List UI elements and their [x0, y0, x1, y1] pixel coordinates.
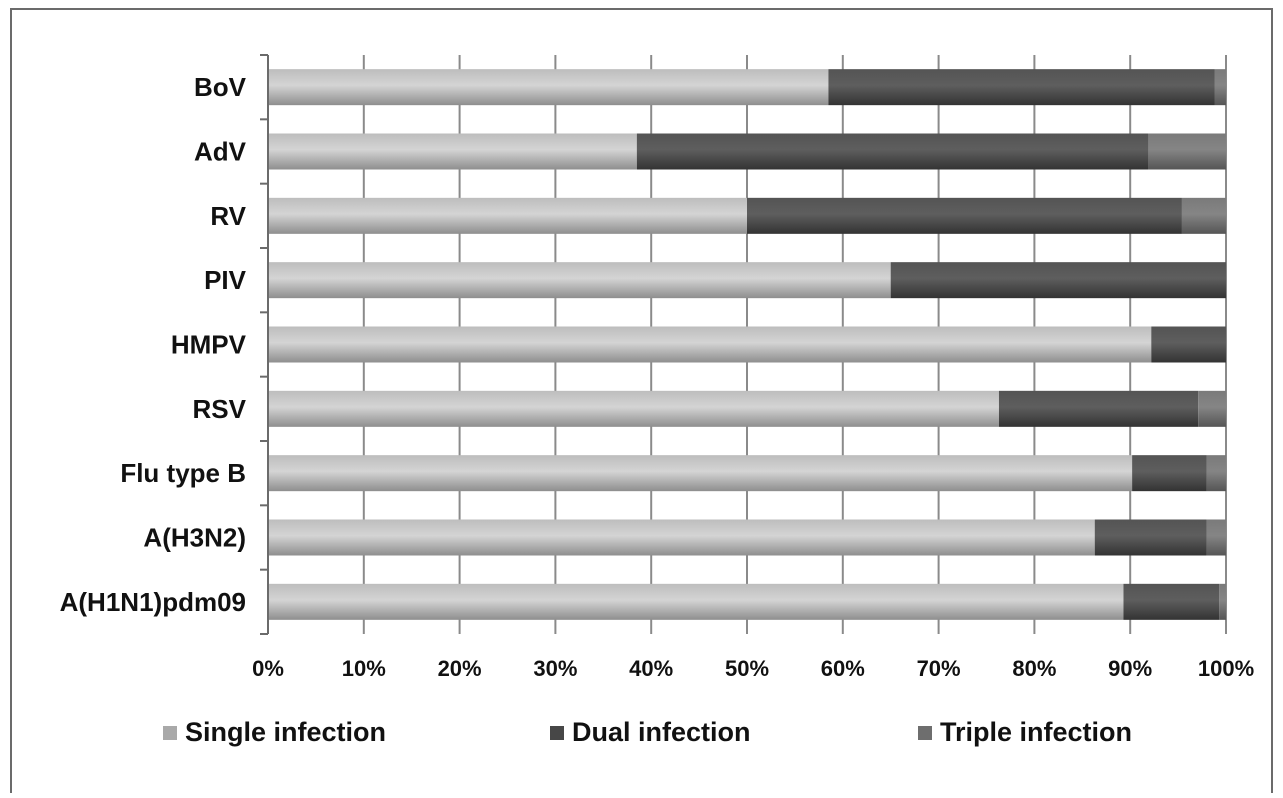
bars [268, 69, 1226, 620]
bar-single-infection-adv [268, 133, 637, 170]
bar-dual-infection-a-h1n1-pdm09 [1123, 583, 1220, 620]
x-tick-labels: 0% 10% 20% 30% 40% 50% 60% 70% 80% 90% 100% [252, 656, 1254, 681]
legend-item-single-infection: Single infection [163, 717, 386, 747]
legend-label: Single infection [185, 717, 386, 747]
legend: Single infection Dual infection Triple inf… [163, 717, 1132, 747]
legend-item-triple-infection: Triple infection [918, 717, 1132, 747]
category-label-a-h3n2: A(H3N2) [143, 523, 246, 553]
bar-single-infection-hmpv [268, 326, 1152, 363]
bar-triple-infection-rsv [1198, 390, 1226, 427]
x-tick-label: 60% [821, 656, 865, 681]
x-tick-label: 30% [533, 656, 577, 681]
bar-single-infection-rv [268, 197, 747, 234]
bar-single-infection-rsv [268, 390, 999, 427]
legend-label: Dual infection [572, 717, 751, 747]
bar-single-infection-a-h3n2 [268, 519, 1095, 556]
bar-dual-infection-flu-type-b [1132, 455, 1207, 492]
bar-triple-infection-bov [1214, 69, 1226, 106]
category-label-bov: BoV [194, 72, 247, 102]
bar-dual-infection-adv [636, 133, 1149, 170]
category-label-a-h1n1-pdm09: A(H1N1)pdm09 [60, 587, 246, 617]
legend-swatch [918, 726, 932, 740]
bar-dual-infection-a-h3n2 [1094, 519, 1207, 556]
category-label-adv: AdV [194, 137, 247, 167]
legend-swatch [550, 726, 564, 740]
bar-triple-infection-flu-type-b [1206, 455, 1226, 492]
x-tick-label: 80% [1012, 656, 1056, 681]
category-label-rv: RV [210, 201, 246, 231]
x-tick-label: 10% [342, 656, 386, 681]
axes [260, 54, 269, 635]
bar-dual-infection-hmpv [1151, 326, 1226, 363]
legend-item-dual-infection: Dual infection [550, 717, 751, 747]
category-labels: BoV AdV RV PIV HMPV RSV Flu type B A(H3N2) A(H1N… [60, 72, 247, 617]
category-label-rsv: RSV [193, 394, 247, 424]
bar-dual-infection-bov [828, 69, 1215, 106]
bar-dual-infection-rv [747, 197, 1182, 234]
category-label-piv: PIV [204, 265, 247, 295]
bar-single-infection-a-h1n1-pdm09 [268, 583, 1124, 620]
bar-triple-infection-adv [1148, 133, 1226, 170]
bar-triple-infection-a-h1n1-pdm09 [1219, 583, 1226, 620]
category-label-hmpv: HMPV [171, 330, 247, 360]
category-label-flu-type-b: Flu type B [120, 458, 246, 488]
bar-dual-infection-rsv [998, 390, 1199, 427]
x-tick-label: 40% [629, 656, 673, 681]
bar-triple-infection-rv [1181, 197, 1226, 234]
x-tick-label: 100% [1198, 656, 1254, 681]
x-tick-label: 20% [438, 656, 482, 681]
bar-single-infection-bov [268, 69, 829, 106]
bar-triple-infection-a-h3n2 [1206, 519, 1226, 556]
legend-swatch [163, 726, 177, 740]
x-tick-label: 90% [1108, 656, 1152, 681]
x-tick-label: 50% [725, 656, 769, 681]
bar-single-infection-piv [268, 262, 891, 299]
bar-dual-infection-piv [890, 262, 1226, 299]
x-tick-label: 70% [917, 656, 961, 681]
bar-single-infection-flu-type-b [268, 455, 1133, 492]
legend-label: Triple infection [940, 717, 1132, 747]
x-tick-label: 0% [252, 656, 284, 681]
